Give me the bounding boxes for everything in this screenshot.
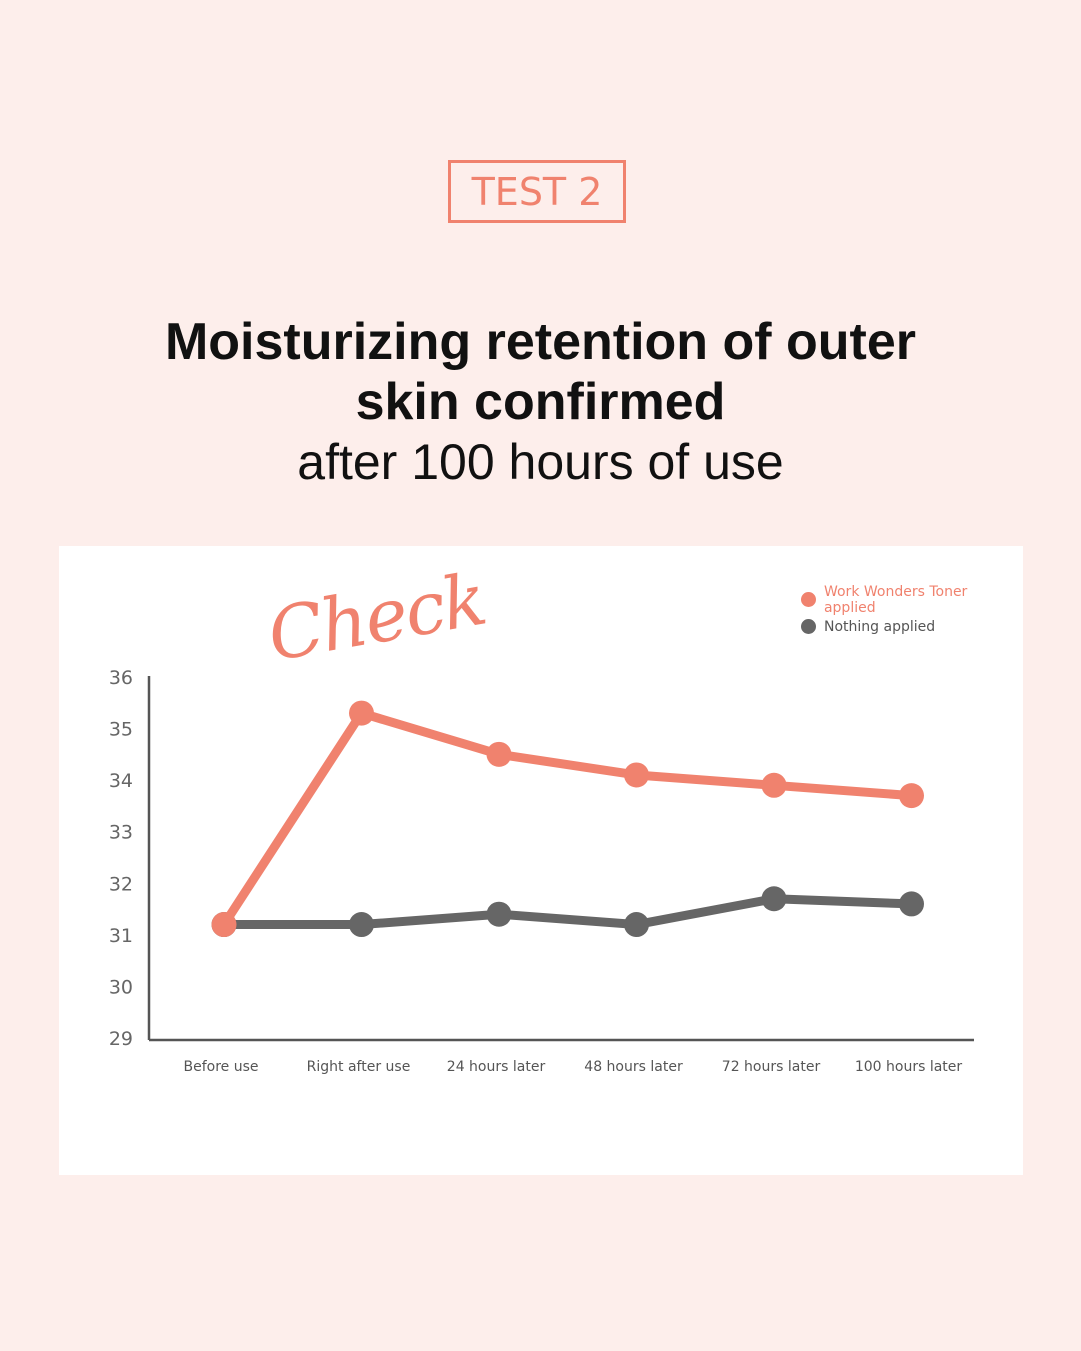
headline-line-2: skin confirmed (355, 373, 726, 431)
data-point (486, 741, 512, 767)
y-tick-label: 31 (109, 925, 133, 947)
headline-title: Moisturizing retention of outer skin con… (0, 312, 1081, 432)
y-tick-label: 30 (109, 976, 133, 998)
data-point (486, 901, 512, 927)
x-tick-label: Right after use (307, 1059, 411, 1075)
y-tick-label: 34 (109, 770, 133, 792)
data-point (349, 912, 374, 938)
legend-item: Nothing applied (801, 613, 1023, 640)
y-tick-label: 32 (109, 873, 133, 895)
x-tick-label: 24 hours later (447, 1059, 546, 1075)
y-tick-label: 36 (109, 667, 133, 689)
headline-line-1: Moisturizing retention of outer (164, 313, 917, 371)
x-tick-label: 48 hours later (584, 1059, 683, 1075)
chart-legend: Work Wonders Toner applied Nothing applie… (801, 583, 1023, 640)
y-tick-label: 33 (109, 822, 133, 844)
chart-card: 29 30 31 32 33 34 35 36 Before use Right after us… (59, 546, 1023, 1175)
legend-label: Work Wonders Toner applied (823, 583, 968, 616)
legend-label: Nothing applied (824, 618, 936, 635)
line-chart: 29 30 31 32 33 34 35 36 Before use Right after us… (109, 667, 974, 1075)
legend-dot-icon (801, 619, 816, 634)
data-point (211, 912, 237, 938)
x-tick-label: Before use (183, 1059, 258, 1075)
series-line (219, 894, 916, 930)
data-point (761, 886, 787, 912)
x-tick-label: 100 hours later (855, 1059, 963, 1075)
data-point (899, 783, 924, 809)
y-tick-label: 35 (109, 719, 133, 741)
y-tick-label: 29 (109, 1028, 133, 1050)
headline-subtitle: after 100 hours of use (297, 434, 784, 490)
data-point (624, 912, 649, 938)
data-point (761, 772, 787, 798)
legend-dot-icon (801, 592, 816, 607)
legend-item: Work Wonders Toner applied (801, 583, 1023, 616)
series-line (219, 708, 916, 930)
data-point (899, 891, 924, 917)
data-point (624, 762, 649, 788)
x-tick-label: 72 hours later (722, 1059, 821, 1075)
data-point (349, 700, 374, 726)
test-badge: TEST 2 (448, 160, 626, 223)
